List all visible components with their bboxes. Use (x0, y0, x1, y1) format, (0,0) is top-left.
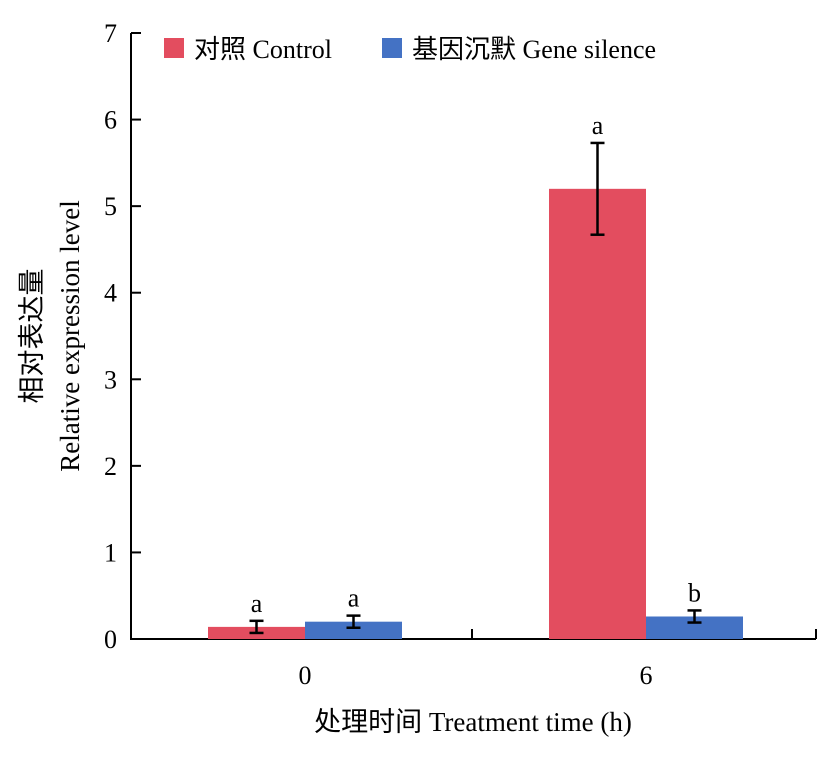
legend-label-gene-silence: 基因沉默 Gene silence (412, 35, 656, 64)
x-tick-label-0: 0 (299, 661, 312, 690)
legend-swatch-gene-silence (382, 38, 402, 58)
significance-label-0-1: a (592, 111, 604, 140)
bar-gene-silence-0 (305, 621, 402, 639)
legend: 对照 Control 基因沉默 Gene silence (164, 35, 656, 64)
x-tick-label-1: 6 (640, 661, 653, 690)
y-axis-title-line2: Relative expression level (55, 200, 85, 471)
significance-labels: a a a b (251, 111, 701, 618)
y-axis-title-line1: 相对表达量 (17, 269, 47, 404)
y-tick-label-2: 2 (104, 452, 117, 481)
significance-label-1-0: a (348, 584, 360, 613)
y-tick-label-5: 5 (104, 192, 117, 221)
y-ticks: 0 1 2 3 4 5 6 7 (104, 19, 141, 654)
legend-swatch-control (164, 38, 184, 58)
y-tick-label-4: 4 (104, 279, 117, 308)
axes (130, 33, 816, 640)
x-axis-title: 处理时间 Treatment time (h) (314, 707, 632, 737)
y-tick-label-3: 3 (104, 365, 117, 394)
bar-control-6 (549, 188, 646, 640)
bar-gene-silence-6 (646, 616, 743, 639)
significance-label-1-1: b (688, 578, 701, 607)
y-tick-label-7: 7 (104, 19, 117, 48)
y-tick-label-0: 0 (104, 625, 117, 654)
legend-label-control: 对照 Control (194, 35, 332, 64)
error-bars (249, 141, 702, 635)
significance-label-0-0: a (251, 589, 263, 618)
y-tick-label-1: 1 (104, 538, 117, 567)
bars (208, 188, 743, 640)
y-tick-label-6: 6 (104, 106, 117, 135)
